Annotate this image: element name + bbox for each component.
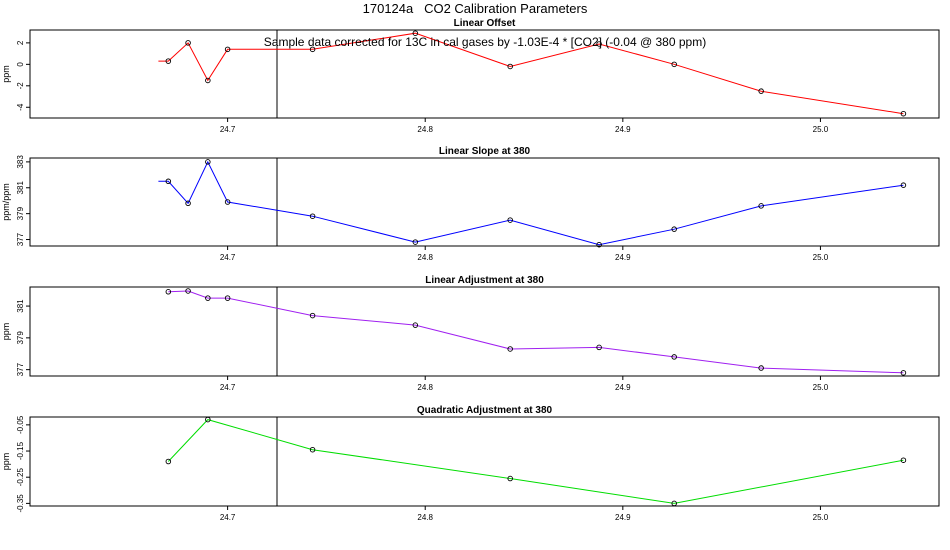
linear-adjustment-x-tick-label: 24.8	[417, 383, 433, 392]
linear-slope-x-tick-label: 25.0	[813, 253, 829, 262]
linear-adjustment-data-point	[412, 322, 419, 328]
quadratic-adjustment-y-axis-label: ppm	[1, 453, 11, 471]
linear-offset-y-axis-label: ppm	[1, 65, 11, 83]
linear-slope-data-point	[224, 199, 231, 205]
quadratic-adjustment-series-line	[167, 419, 904, 504]
linear-slope-data-point	[165, 178, 172, 185]
linear-adjustment-data-point	[165, 289, 172, 295]
linear-offset-data-point	[758, 88, 764, 94]
linear-offset-y-tick-label: -2	[16, 82, 25, 90]
quadratic-adjustment-x-tick-label: 24.9	[615, 513, 631, 522]
linear-offset-data-point	[671, 61, 677, 68]
linear-adjustment-data-point	[185, 288, 191, 294]
linear-adjustment-y-tick-label: 379	[16, 331, 25, 345]
linear-slope-data-point	[412, 239, 419, 245]
linear-adjustment-title: Linear Adjustment at 380	[425, 275, 544, 286]
linear-offset-x-tick-label: 24.8	[417, 125, 433, 134]
quadratic-adjustment-x-tick-label: 25.0	[813, 513, 829, 522]
quadratic-adjustment-frame	[29, 416, 940, 507]
linear-offset-series-line	[158, 32, 904, 115]
linear-offset-data-point	[507, 63, 513, 70]
linear-adjustment-data-point	[205, 295, 211, 301]
linear-offset-x-tick-label: 24.9	[615, 125, 631, 134]
linear-offset-chart: Linear Offset 24.7 24.8 24.9 25.0 2 0 -2 -4 ppm Sa…	[1, 18, 940, 134]
linear-offset-y-tick-label: 0	[16, 62, 25, 67]
linear-adjustment-data-point	[758, 365, 764, 371]
linear-slope-x-tick-label: 24.8	[417, 253, 433, 262]
linear-offset-frame	[29, 29, 940, 119]
quadratic-adjustment-data-point	[671, 500, 677, 507]
page-title: 170124a CO2 Calibration Parameters	[362, 1, 588, 16]
linear-offset-y-tick-label: 2	[16, 40, 25, 45]
linear-adjustment-series-line	[168, 290, 904, 374]
linear-adjustment-y-axis-label: ppm	[1, 323, 11, 341]
quadratic-adjustment-y-tick-label: -0.05	[16, 415, 25, 434]
linear-offset-data-point	[309, 46, 316, 53]
linear-slope-y-tick-label: 383	[16, 155, 25, 169]
quadratic-adjustment-y-tick-label: -0.15	[16, 441, 25, 460]
quadratic-adjustment-data-point	[507, 475, 513, 482]
linear-slope-chart: Linear Slope at 380 24.7 24.8 24.9 25.0 383 38…	[1, 146, 940, 262]
linear-slope-y-axis-label: ppm/ppm	[1, 183, 11, 221]
quadratic-adjustment-data-point	[900, 457, 907, 463]
linear-slope-y-tick-label: 381	[16, 181, 25, 195]
linear-offset-data-point	[596, 41, 602, 47]
linear-offset-data-point	[185, 40, 191, 46]
linear-adjustment-y-tick-label: 381	[16, 299, 25, 313]
linear-adjustment-data-point	[900, 370, 907, 376]
linear-slope-data-point	[900, 182, 907, 188]
linear-slope-y-tick-label: 379	[16, 206, 25, 220]
quadratic-adjustment-chart: Quadratic Adjustment at 380 24.7 24.8 24.9 2…	[1, 405, 940, 522]
linear-offset-title: Linear Offset	[454, 18, 516, 29]
linear-adjustment-y-tick-label: 377	[16, 362, 25, 376]
linear-adjustment-x-tick-label: 24.9	[615, 383, 631, 392]
quadratic-adjustment-x-tick-label: 24.7	[220, 513, 236, 522]
linear-adjustment-data-point	[507, 346, 513, 352]
linear-slope-data-point	[309, 213, 316, 219]
linear-slope-series-line	[158, 160, 904, 246]
linear-adjustment-frame	[29, 286, 940, 377]
linear-offset-annotation: Sample data corrected for 13C in cal gas…	[264, 35, 706, 49]
linear-slope-y-tick-label: 377	[16, 232, 25, 246]
quadratic-adjustment-x-tick-label: 24.8	[417, 513, 433, 522]
linear-slope-data-point	[758, 203, 764, 209]
linear-slope-data-point	[596, 241, 602, 248]
linear-offset-data-point	[412, 30, 419, 36]
linear-slope-title: Linear Slope at 380	[439, 146, 531, 157]
quadratic-adjustment-data-point	[205, 416, 211, 423]
linear-slope-data-point	[507, 217, 513, 223]
linear-offset-data-point	[900, 110, 907, 117]
linear-slope-data-point	[205, 159, 211, 165]
quadratic-adjustment-title: Quadratic Adjustment at 380	[417, 405, 553, 416]
quadratic-adjustment-data-point	[309, 446, 316, 453]
linear-slope-frame	[29, 157, 940, 247]
linear-slope-data-point	[671, 226, 677, 232]
linear-adjustment-chart: Linear Adjustment at 380 24.7 24.8 24.9 25.0…	[1, 275, 940, 392]
linear-adjustment-data-point	[309, 312, 316, 319]
linear-adjustment-data-point	[224, 295, 231, 301]
quadratic-adjustment-y-tick-label: -0.25	[16, 468, 25, 487]
linear-offset-data-point	[224, 46, 231, 53]
linear-offset-x-tick-label: 25.0	[813, 125, 829, 134]
linear-slope-data-point	[185, 200, 191, 207]
linear-slope-x-tick-label: 24.9	[615, 253, 631, 262]
linear-adjustment-x-tick-label: 24.7	[220, 383, 236, 392]
linear-offset-x-tick-label: 24.7	[220, 125, 236, 134]
linear-offset-data-point	[165, 58, 172, 64]
quadratic-adjustment-y-tick-label: -0.35	[16, 494, 25, 513]
quadratic-adjustment-data-point	[165, 458, 172, 465]
linear-adjustment-x-tick-label: 25.0	[813, 383, 829, 392]
linear-offset-data-point	[205, 77, 211, 84]
linear-offset-y-tick-label: -4	[16, 103, 25, 111]
linear-adjustment-data-point	[671, 354, 677, 360]
linear-slope-x-tick-label: 24.7	[220, 253, 236, 262]
linear-adjustment-data-point	[596, 344, 602, 351]
